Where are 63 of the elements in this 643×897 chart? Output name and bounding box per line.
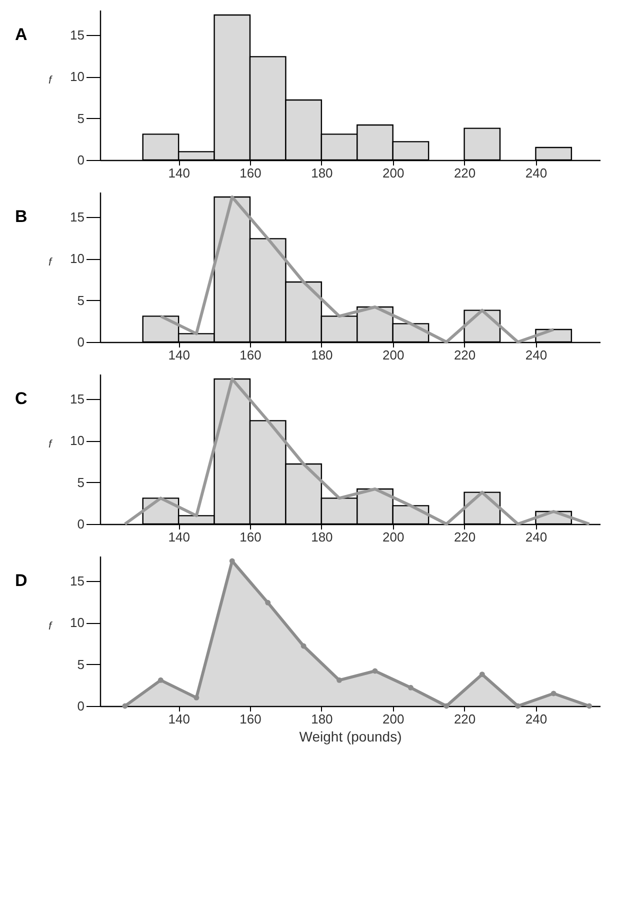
x-tick-label: 140	[168, 712, 190, 726]
y-tick-label: 0	[77, 334, 84, 350]
x-tick-label: 200	[382, 712, 404, 726]
x-tick-label: 160	[240, 166, 262, 180]
x-tick-label: 200	[382, 166, 404, 180]
point	[122, 703, 128, 709]
x-tick-label: 220	[454, 348, 476, 362]
x-tick-label: 200	[382, 348, 404, 362]
x-tick-label: 160	[240, 348, 262, 362]
text: D	[15, 571, 28, 590]
x-tick-label: 220	[454, 166, 476, 180]
x-axis-title: Weight (pounds)	[299, 728, 402, 744]
x-tick-label: 220	[454, 530, 476, 544]
y-axis-title: f	[48, 256, 53, 268]
point	[408, 684, 414, 690]
x-tick-label: 240	[525, 530, 548, 544]
point	[550, 690, 556, 696]
y-tick-label: 15	[70, 210, 84, 224]
point	[515, 703, 521, 709]
text: A	[15, 25, 28, 44]
y-axis-title: f	[48, 74, 53, 86]
text: C	[15, 389, 28, 408]
x-tick-label: 200	[382, 530, 404, 544]
y-tick-label: 0	[77, 152, 84, 168]
point	[194, 694, 200, 700]
x-tick-label: 140	[168, 348, 190, 362]
point	[265, 600, 271, 606]
x-tick-label: 240	[525, 712, 548, 726]
x-tick-label: 140	[168, 530, 190, 544]
y-tick-label: 15	[70, 574, 84, 588]
point	[300, 643, 306, 649]
text: B	[15, 207, 28, 226]
x-tick-label: 180	[311, 712, 333, 726]
y-tick-label: 10	[70, 69, 84, 84]
x-tick-label: 240	[525, 348, 548, 362]
x-tick-label: 180	[311, 166, 333, 180]
y-tick-label: 5	[77, 110, 84, 126]
point	[586, 703, 592, 709]
x-tick-label: 160	[240, 712, 262, 726]
y-tick-label: 0	[77, 516, 84, 532]
y-axis-title: f	[48, 438, 53, 450]
y-tick-label: 15	[70, 28, 84, 42]
y-tick-label: 5	[77, 474, 84, 490]
y-tick-label: 15	[70, 392, 84, 406]
x-tick-label: 180	[311, 348, 333, 362]
y-tick-label: 5	[77, 656, 84, 672]
y-tick-label: 10	[70, 251, 84, 266]
x-tick-label: 180	[311, 530, 333, 544]
x-tick-label: 160	[240, 530, 262, 544]
point	[372, 668, 378, 674]
y-tick-label: 10	[70, 433, 84, 448]
line-series	[124, 378, 591, 526]
point	[479, 672, 485, 678]
x-tick-label: 140	[168, 166, 190, 180]
y-tick-label: 0	[77, 698, 84, 714]
y-tick-label: 5	[77, 292, 84, 308]
x-tick-label: 220	[454, 712, 476, 726]
y-tick-label: 10	[70, 615, 84, 630]
point	[444, 703, 450, 709]
point	[158, 677, 164, 683]
point	[336, 677, 342, 683]
x-tick-label: 240	[525, 166, 548, 180]
y-axis-title: f	[48, 620, 53, 632]
